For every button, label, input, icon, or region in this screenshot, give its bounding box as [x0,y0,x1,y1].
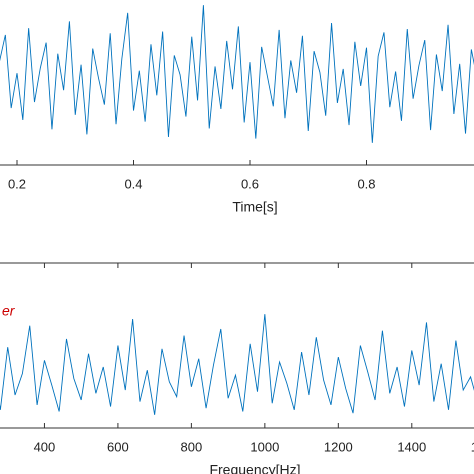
x-tick-label: 0.4 [124,176,142,191]
x-axis-label: Time[s] [232,199,277,215]
x-axis-label: Frequency[Hz] [209,462,300,474]
x-tick-label: 600 [107,439,129,454]
x-tick-label: 1200 [324,439,353,454]
annotation: er [2,303,16,319]
axes-box [0,262,474,429]
x-tick-label: 1400 [397,439,426,454]
x-tick-label: 1600 [471,439,474,454]
signal-line [0,314,474,415]
x-tick-label: 800 [181,439,203,454]
signal-line [0,5,474,143]
x-tick-label: 0.8 [357,176,375,191]
axes-box [0,164,474,166]
x-tick-label: 0.6 [241,176,259,191]
x-tick-label: 0.2 [8,176,26,191]
x-tick-label: 400 [34,439,56,454]
x-tick-label: 1000 [250,439,279,454]
